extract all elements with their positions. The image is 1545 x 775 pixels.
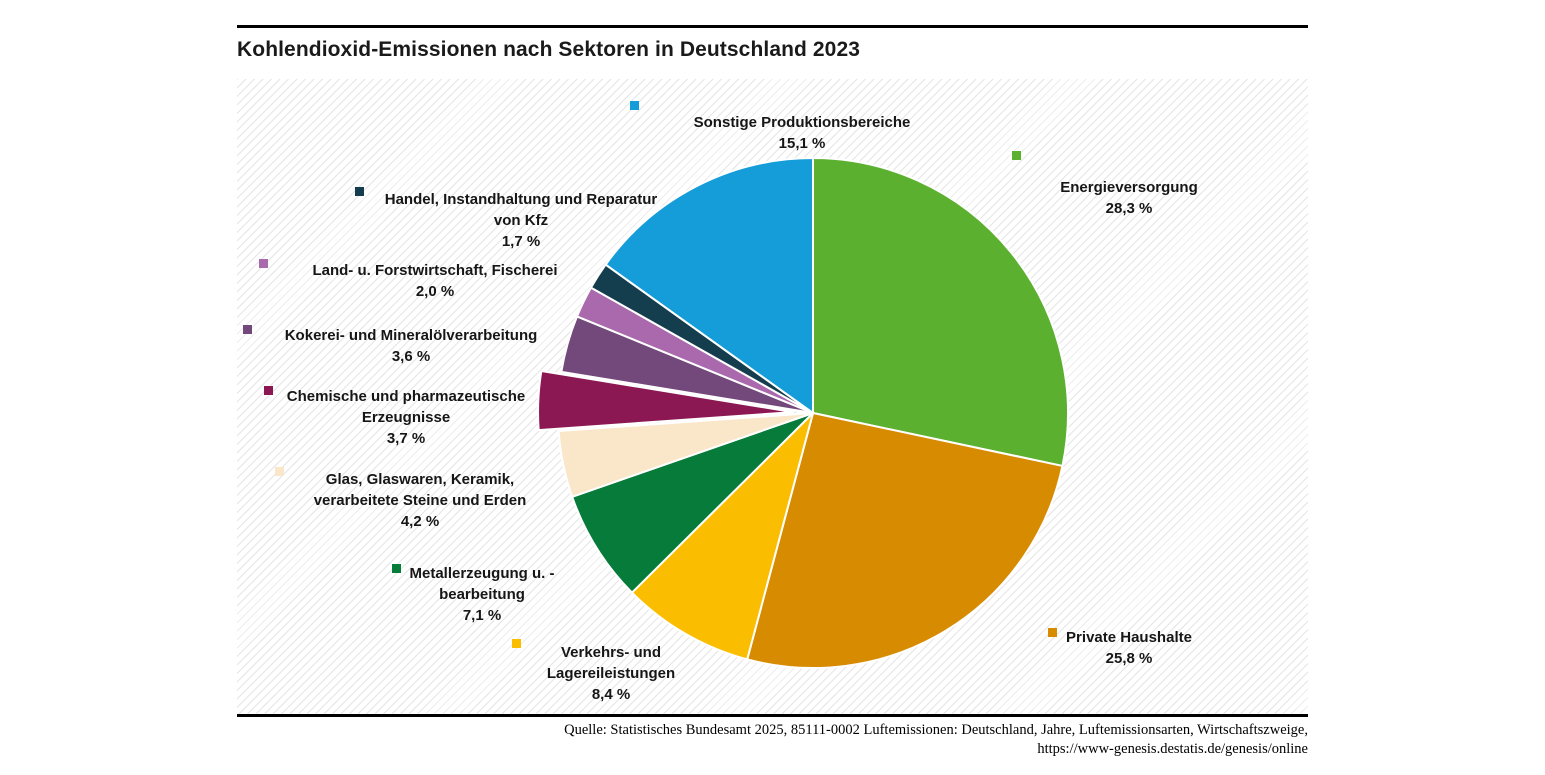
slice-callout-sonstige-produktionsbereiche: Sonstige Produktionsbereiche 15,1 % [694, 112, 911, 154]
slice-callout-handel-instandhaltung-und-reparatur-von-kfz: Handel, Instandhaltung und Reparatur von … [385, 189, 658, 252]
slice-label-line: Erzeugnisse [361, 409, 451, 426]
slice-label-line: Land- u. Forstwirtschaft, Fischerei [312, 262, 558, 279]
slice-callout-private-haushalte: Private Haushalte 25,8 % [1066, 627, 1192, 669]
slice-value: 25,8 % [1105, 650, 1153, 667]
pie-slice-private-haushalte[interactable] [746, 412, 1064, 669]
source-note: Quelle: Statistisches Bundesamt 2025, 85… [208, 721, 1308, 759]
source-line-2: https://www-genesis.destatis.de/genesis/… [1037, 741, 1308, 757]
slice-value: 28,3 % [1105, 200, 1153, 217]
legend-marker-chemische-und-pharmazeutische-erzeugnisse [264, 386, 273, 395]
slice-label-line: Sonstige Produktionsbereiche [693, 114, 911, 131]
bottom-rule [237, 714, 1308, 717]
slice-value: 3,7 % [386, 430, 426, 447]
slice-callout-chemische-und-pharmazeutische-erzeugnisse: Chemische und pharmazeutische Erzeugnisse… [287, 386, 525, 449]
slice-label-line: Chemische und pharmazeutische [286, 388, 526, 405]
legend-marker-metallerzeugung-u-bearbeitung [392, 564, 401, 573]
slice-label-line: Kokerei- und Mineralölverarbeitung [284, 327, 538, 344]
slice-label-line: Private Haushalte [1066, 629, 1192, 646]
legend-marker-private-haushalte [1048, 628, 1057, 637]
slice-label-line: Glas, Glaswaren, Keramik, [325, 471, 515, 488]
slice-label-line: von Kfz [493, 212, 549, 229]
slice-label-line: bearbeitung [439, 586, 525, 603]
slice-value: 4,2 % [400, 513, 440, 530]
pie-slice-glas-glaswaren-keramik-verarbeitete-steine-und-erden[interactable] [557, 412, 814, 498]
slice-label-line: Energieversorgung [1060, 179, 1198, 196]
slice-callout-glas-glaswaren-keramik-verarbeitete-steine-und-erden: Glas, Glaswaren, Keramik, verarbeitete St… [314, 469, 527, 532]
slice-callout-verkehrs-und-lagereileistungen: Verkehrs- und Lagereileistungen 8,4 % [547, 642, 675, 705]
legend-marker-kokerei-und-mineral-lverarbeitung [243, 325, 252, 334]
chart-plot-area: Sonstige Produktionsbereiche 15,1 % Energi… [237, 79, 1308, 714]
legend-marker-energieversorgung [1012, 151, 1021, 160]
pie-slice-metallerzeugung-u-bearbeitung[interactable] [571, 412, 814, 594]
legend-marker-land-u-forstwirtschaft-fischerei [259, 259, 268, 268]
legend-marker-handel-instandhaltung-und-reparatur-von-kfz [355, 187, 364, 196]
slice-value: 2,0 % [415, 283, 455, 300]
slice-label-line: Lagereileistungen [546, 665, 676, 682]
slice-callout-energieversorgung: Energieversorgung 28,3 % [1060, 177, 1198, 219]
pie-slice-sonstige-produktionsbereiche[interactable] [604, 157, 814, 414]
slice-callout-metallerzeugung-u-bearbeitung: Metallerzeugung u. - bearbeitung 7,1 % [409, 563, 554, 626]
slice-value: 8,4 % [591, 686, 631, 703]
slice-label-line: Metallerzeugung u. - [409, 565, 555, 582]
slice-value: 3,6 % [391, 348, 431, 365]
source-line-1: Quelle: Statistisches Bundesamt 2025, 85… [564, 722, 1308, 738]
slice-value: 1,7 % [501, 233, 541, 250]
legend-marker-glas-glaswaren-keramik-verarbeitete-steine-und-erden [275, 467, 284, 476]
slice-label-line: verarbeitete Steine und Erden [313, 492, 527, 509]
pie-slice-energieversorgung[interactable] [812, 157, 1069, 467]
slice-label-line: Verkehrs- und [560, 644, 662, 661]
slice-value: 15,1 % [778, 135, 826, 152]
slice-callout-land-u-forstwirtschaft-fischerei: Land- u. Forstwirtschaft, Fischerei 2,0 % [312, 260, 557, 302]
page-title: Kohlendioxid-Emissionen nach Sektoren in… [237, 38, 861, 61]
slice-label-line: Handel, Instandhaltung und Reparatur [384, 191, 658, 208]
top-rule [237, 25, 1308, 28]
pie-chart [537, 157, 1069, 669]
legend-marker-verkehrs-und-lagereileistungen [512, 639, 521, 648]
pie-slice-verkehrs-und-lagereileistungen[interactable] [630, 412, 814, 661]
pie-slice-chemische-und-pharmazeutische-erzeugnisse[interactable] [537, 369, 795, 432]
slice-value: 7,1 % [462, 607, 502, 624]
legend-marker-sonstige-produktionsbereiche [630, 101, 639, 110]
slice-callout-kokerei-und-mineral-lverarbeitung: Kokerei- und Mineralölverarbeitung 3,6 % [285, 325, 538, 367]
